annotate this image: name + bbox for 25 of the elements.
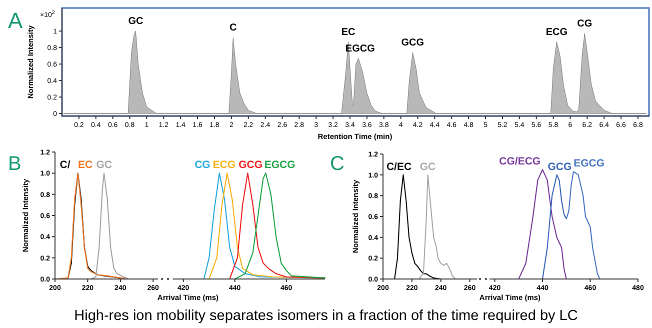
chart-title: B (8, 153, 22, 175)
line-series (90, 172, 130, 280)
series-label: GCG (238, 159, 263, 172)
series-label: C/ (60, 159, 70, 172)
chart-title: A (8, 8, 23, 33)
series-label: ECG (212, 159, 236, 172)
series-label: GC (96, 159, 112, 172)
annotation: EC (341, 26, 356, 38)
annotation: CG (577, 18, 592, 30)
series-label: GCG (548, 160, 572, 173)
line-series (418, 174, 478, 280)
annotation: EGCG (345, 43, 376, 54)
chart-title: C (330, 153, 344, 175)
annotation: GC (128, 16, 144, 28)
series-label: CG/ECG (499, 156, 541, 168)
series-label: C/EC (386, 160, 412, 173)
annotation: ECG (546, 26, 568, 38)
series-label: EGCG (574, 158, 604, 170)
series-label: CG (194, 159, 210, 172)
series-label: EGCG (264, 159, 296, 172)
annotation: GCG (401, 38, 424, 49)
series-label: EC (78, 159, 94, 172)
series-label: GC (420, 160, 436, 173)
text: High-res ion mobility separates isomers in a fraction of the time required by LC (74, 308, 578, 324)
annotation: C (229, 22, 237, 34)
